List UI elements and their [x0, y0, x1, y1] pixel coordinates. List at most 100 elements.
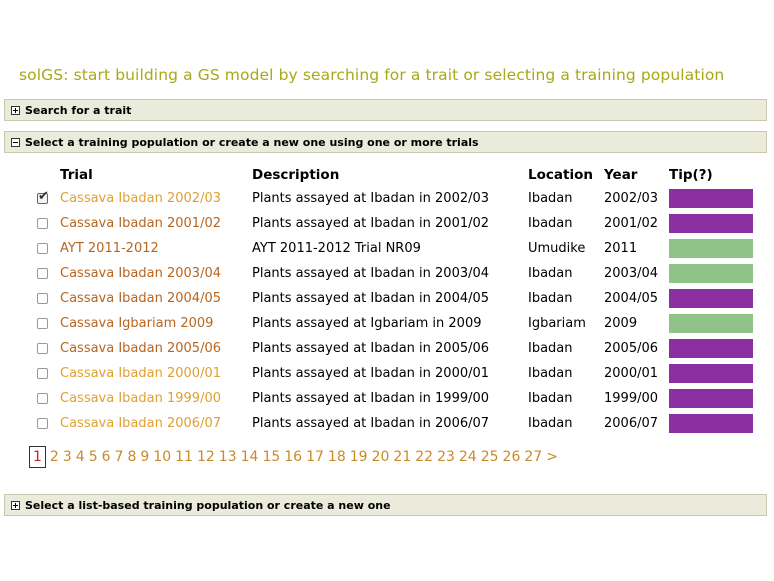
- row-checkbox-cell: [32, 236, 60, 261]
- page-link[interactable]: 5: [88, 449, 98, 465]
- header-trial: Trial: [60, 166, 93, 183]
- location-cell: Ibadan: [528, 416, 573, 431]
- trial-link[interactable]: Cassava Ibadan 2006/07: [60, 416, 221, 431]
- trial-cell: Cassava Ibadan 2006/07: [60, 411, 252, 436]
- trial-checkbox[interactable]: [37, 418, 48, 429]
- tip-cell: [669, 286, 754, 311]
- tip-indicator: [669, 339, 753, 358]
- tip-indicator: [669, 364, 753, 383]
- trial-link[interactable]: Cassava Ibadan 2000/01: [60, 366, 221, 381]
- tip-cell: [669, 411, 754, 436]
- page-link[interactable]: 21: [393, 449, 412, 465]
- page-link[interactable]: 15: [262, 449, 281, 465]
- trial-checkbox[interactable]: [37, 293, 48, 304]
- tip-cell: [669, 336, 754, 361]
- trial-cell: Cassava Ibadan 2003/04: [60, 261, 252, 286]
- trial-cell: Cassava Ibadan 2005/06: [60, 336, 252, 361]
- trial-link[interactable]: Cassava Ibadan 2003/04: [60, 266, 221, 281]
- page-link[interactable]: 6: [101, 449, 111, 465]
- trial-link[interactable]: Cassava Ibadan 2001/02: [60, 216, 221, 231]
- row-checkbox-cell: [32, 361, 60, 386]
- table-row: Cassava Ibadan 2001/02 Plants assayed at …: [32, 211, 754, 236]
- trial-checkbox[interactable]: [37, 189, 49, 204]
- row-checkbox-cell: [32, 186, 60, 211]
- trial-checkbox[interactable]: [37, 243, 48, 254]
- table-row: Cassava Ibadan 1999/00 Plants assayed at …: [32, 386, 754, 411]
- header-checkbox-col: [32, 163, 60, 186]
- year-cell: 2011: [604, 241, 638, 256]
- page-link[interactable]: 11: [175, 449, 193, 465]
- row-checkbox-cell: [32, 261, 60, 286]
- page-link[interactable]: 17: [306, 449, 324, 465]
- trial-link[interactable]: Cassava Ibadan 1999/00: [60, 391, 221, 406]
- page-link[interactable]: 2: [49, 449, 59, 465]
- row-checkbox-cell: [32, 386, 60, 411]
- page-link[interactable]: 16: [284, 449, 303, 465]
- page-link[interactable]: 13: [218, 449, 237, 465]
- location-cell: Ibadan: [528, 341, 573, 356]
- page-link[interactable]: 9: [140, 449, 150, 465]
- search-trait-toggle[interactable]: Search for a trait: [4, 99, 767, 121]
- trial-checkbox[interactable]: [37, 318, 48, 329]
- page-link[interactable]: 27: [524, 449, 543, 465]
- row-checkbox-cell: [32, 311, 60, 336]
- tip-cell: [669, 236, 754, 261]
- table-row: Cassava Ibadan 2000/01 Plants assayed at …: [32, 361, 754, 386]
- row-checkbox-cell: [32, 411, 60, 436]
- trial-link[interactable]: Cassava Ibadan 2002/03: [60, 191, 221, 206]
- table-header-row: Trial Description Location Year Tip(?): [32, 163, 754, 186]
- page-link[interactable]: 20: [371, 449, 390, 465]
- trial-cell: AYT 2011-2012: [60, 236, 252, 261]
- plus-box-icon[interactable]: [11, 105, 20, 115]
- page-link[interactable]: 3: [62, 449, 72, 465]
- tip-cell: [669, 311, 754, 336]
- trial-link[interactable]: Cassava Igbariam 2009: [60, 316, 214, 331]
- select-population-toggle[interactable]: Select a training population or create a…: [4, 131, 767, 153]
- page-link[interactable]: 4: [75, 449, 85, 465]
- page-link[interactable]: 23: [437, 449, 455, 465]
- tip-indicator: [669, 214, 753, 233]
- tip-cell: [669, 386, 754, 411]
- trial-checkbox[interactable]: [37, 218, 48, 229]
- page-link[interactable]: 12: [196, 449, 215, 465]
- page-link[interactable]: 22: [415, 449, 434, 465]
- trial-checkbox[interactable]: [37, 368, 48, 379]
- description-cell: Plants assayed at Ibadan in 2006/07: [252, 416, 490, 431]
- page-link[interactable]: 10: [153, 449, 172, 465]
- list-based-toggle[interactable]: Select a list-based training population …: [4, 494, 767, 516]
- page-link[interactable]: 18: [327, 449, 346, 465]
- page-link[interactable]: 24: [458, 449, 477, 465]
- page-next[interactable]: >: [546, 449, 558, 465]
- location-cell: Ibadan: [528, 216, 573, 231]
- description-cell: Plants assayed at Ibadan in 2005/06: [252, 341, 490, 356]
- page-link[interactable]: 14: [240, 449, 259, 465]
- page-link[interactable]: 7: [114, 449, 124, 465]
- description-cell: Plants assayed at Ibadan in 2002/03: [252, 191, 490, 206]
- table-row: Cassava Ibadan 2002/03 Plants assayed at …: [32, 186, 754, 211]
- description-cell: Plants assayed at Ibadan in 1999/00: [252, 391, 490, 406]
- trial-checkbox[interactable]: [37, 268, 48, 279]
- trial-link[interactable]: Cassava Ibadan 2005/06: [60, 341, 221, 356]
- tip-cell: [669, 361, 754, 386]
- trial-link[interactable]: Cassava Ibadan 2004/05: [60, 291, 221, 306]
- page-link[interactable]: 19: [349, 449, 368, 465]
- plus-box-icon[interactable]: [11, 500, 20, 510]
- header-tip[interactable]: Tip(?): [669, 166, 713, 183]
- trial-checkbox[interactable]: [37, 343, 48, 354]
- trial-cell: Cassava Ibadan 2000/01: [60, 361, 252, 386]
- header-year: Year: [604, 166, 638, 183]
- trial-link[interactable]: AYT 2011-2012: [60, 241, 159, 256]
- trial-checkbox[interactable]: [37, 393, 48, 404]
- page-link[interactable]: 26: [502, 449, 521, 465]
- minus-box-icon[interactable]: [11, 137, 20, 147]
- tip-indicator: [669, 189, 753, 208]
- page-link[interactable]: 8: [127, 449, 137, 465]
- table-row: Cassava Ibadan 2004/05 Plants assayed at …: [32, 286, 754, 311]
- year-cell: 2009: [604, 316, 638, 331]
- year-cell: 2006/07: [604, 416, 659, 431]
- trial-cell: Cassava Ibadan 2004/05: [60, 286, 252, 311]
- tip-indicator: [669, 414, 753, 433]
- page-current[interactable]: 1: [29, 446, 46, 468]
- tip-indicator: [669, 289, 753, 308]
- page-link[interactable]: 25: [480, 449, 499, 465]
